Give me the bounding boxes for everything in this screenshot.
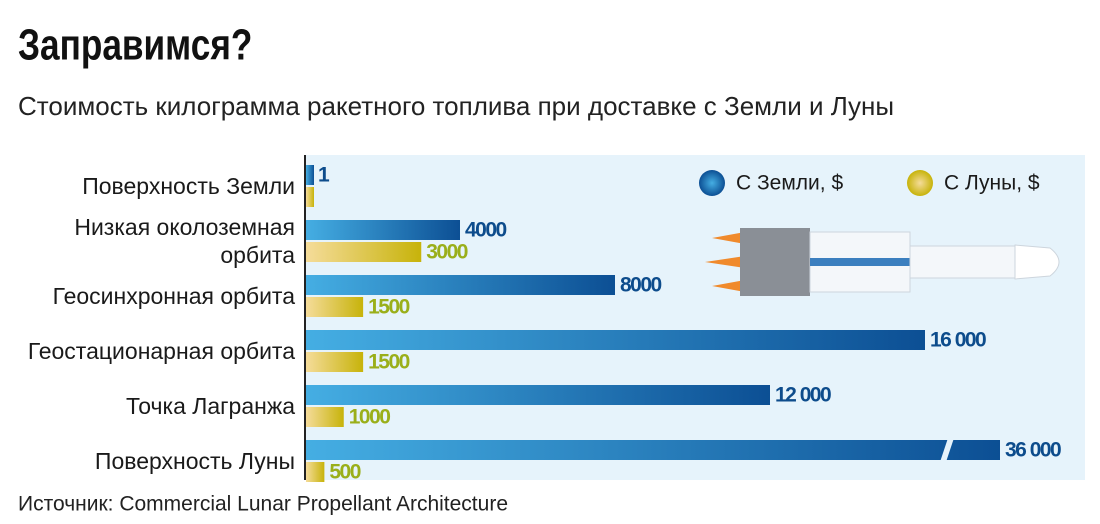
legend-swatch (699, 170, 725, 196)
value-label: 12 000 (775, 384, 831, 407)
bar (306, 220, 460, 240)
rocket (705, 228, 1060, 296)
category-label: Геостационарная орбита (27, 338, 295, 364)
value-label: 500 (329, 461, 360, 484)
legend-label: С Луны, $ (944, 172, 1040, 195)
value-label: 1000 (349, 406, 391, 429)
bar (306, 330, 925, 350)
value-label: 4000 (465, 219, 507, 242)
legend-swatch (907, 170, 933, 196)
plot-background (305, 155, 1085, 480)
value-label: 1500 (368, 296, 410, 319)
bar (306, 187, 314, 207)
value-label: 16 000 (930, 329, 986, 352)
category-label: Поверхность Земли (82, 173, 295, 199)
category-label: Геосинхронная орбита (52, 283, 295, 309)
bar (306, 440, 1000, 460)
bar (306, 275, 615, 295)
bar (306, 385, 770, 405)
value-label: 3000 (426, 241, 468, 264)
bar (306, 297, 364, 317)
axis-break (940, 438, 954, 462)
category-label: Точка Лагранжа (125, 393, 295, 419)
bar (306, 352, 364, 372)
value-label: 36 000 (1005, 439, 1061, 462)
chart-subtitle: Стоимость килограмма ракетного топлива п… (18, 91, 894, 121)
value-label: 1 (318, 164, 330, 187)
bar (306, 462, 325, 482)
category-label: Поверхность Луны (94, 448, 295, 474)
source: Источник: Commercial Lunar Propellant Ar… (18, 493, 508, 516)
bar (306, 407, 344, 427)
value-label: 8000 (620, 274, 662, 297)
chart-title: Заправимся? (18, 21, 252, 70)
bar (306, 242, 422, 262)
legend-label: С Земли, $ (736, 172, 843, 195)
bar (306, 165, 314, 185)
value-label: 1500 (368, 351, 410, 374)
category-label: Низкая околоземная орбита (74, 214, 295, 268)
